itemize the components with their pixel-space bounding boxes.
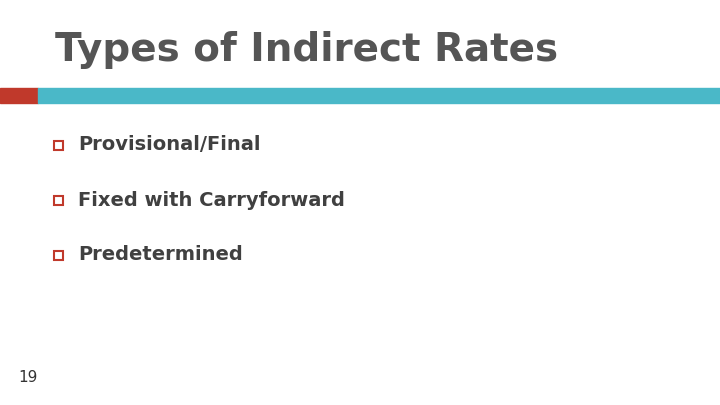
Text: Provisional/Final: Provisional/Final <box>78 136 261 154</box>
Bar <box>53 251 63 260</box>
Bar <box>38 88 720 103</box>
Text: Fixed with Carryforward: Fixed with Carryforward <box>78 190 345 209</box>
Text: Predetermined: Predetermined <box>78 245 243 264</box>
Text: Types of Indirect Rates: Types of Indirect Rates <box>55 31 558 69</box>
Bar <box>0 88 38 103</box>
Bar <box>53 196 63 205</box>
Text: 19: 19 <box>18 370 37 385</box>
Bar <box>53 141 63 149</box>
